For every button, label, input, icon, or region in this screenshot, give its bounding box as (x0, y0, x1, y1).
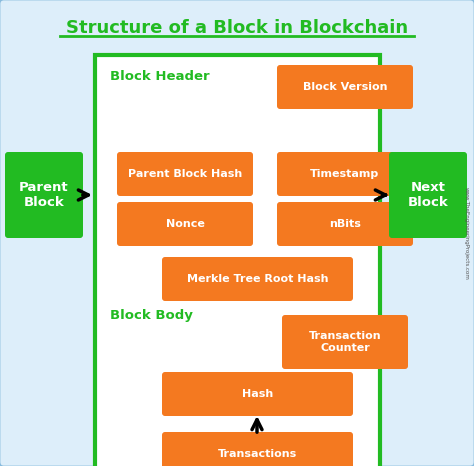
Text: Next
Block: Next Block (408, 181, 448, 209)
Text: Transaction
Counter: Transaction Counter (309, 331, 381, 353)
Text: www.TheEngineeringProjects.com: www.TheEngineeringProjects.com (464, 186, 468, 280)
FancyBboxPatch shape (277, 152, 413, 196)
FancyBboxPatch shape (162, 257, 353, 301)
FancyBboxPatch shape (282, 315, 408, 369)
FancyBboxPatch shape (162, 432, 353, 466)
Text: Nonce: Nonce (165, 219, 204, 229)
FancyBboxPatch shape (277, 202, 413, 246)
FancyBboxPatch shape (5, 152, 83, 238)
Text: Block Version: Block Version (303, 82, 387, 92)
Text: Structure of a Block in Blockchain: Structure of a Block in Blockchain (66, 19, 408, 37)
Text: Block Header: Block Header (110, 70, 210, 83)
Text: Parent Block Hash: Parent Block Hash (128, 169, 242, 179)
Text: Timestamp: Timestamp (310, 169, 380, 179)
Text: nBits: nBits (329, 219, 361, 229)
Text: Block Body: Block Body (110, 308, 193, 322)
Text: Transactions: Transactions (218, 449, 297, 459)
FancyBboxPatch shape (95, 55, 380, 466)
Text: Merkle Tree Root Hash: Merkle Tree Root Hash (187, 274, 328, 284)
FancyBboxPatch shape (389, 152, 467, 238)
Text: Parent
Block: Parent Block (19, 181, 69, 209)
FancyBboxPatch shape (277, 65, 413, 109)
FancyBboxPatch shape (117, 202, 253, 246)
FancyBboxPatch shape (117, 152, 253, 196)
Text: Hash: Hash (242, 389, 273, 399)
FancyBboxPatch shape (162, 372, 353, 416)
